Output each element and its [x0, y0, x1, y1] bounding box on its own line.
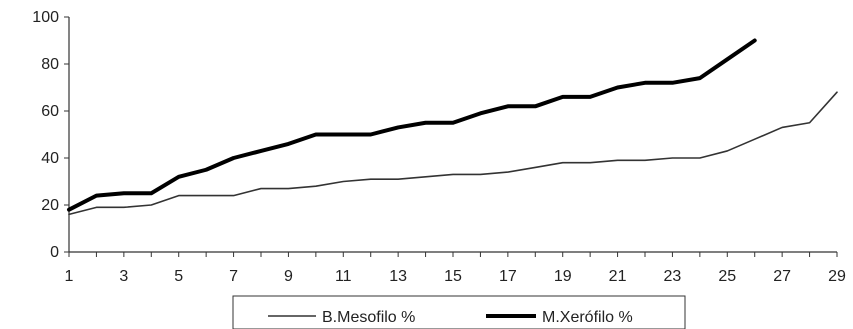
x-tick-label: 27 [773, 268, 791, 285]
x-tick-label: 29 [828, 268, 846, 285]
series-lines [67, 38, 838, 216]
legend-box [232, 295, 686, 329]
x-tick-label: 5 [174, 268, 183, 285]
x-tick-label: 9 [284, 268, 293, 285]
y-tick-label: 20 [41, 197, 59, 214]
x-axis-ticks: 1 3 5 7 9 11 13 15 17 19 21 23 25 27 29 [65, 252, 846, 285]
y-tick-label: 100 [32, 9, 59, 26]
series-line-1 [68, 91, 838, 216]
y-tick-label: 40 [41, 150, 59, 167]
x-tick-label: 17 [499, 268, 517, 285]
y-tick-label: 60 [41, 103, 59, 120]
x-tick-label: 21 [609, 268, 627, 285]
y-tick-label: 0 [50, 244, 59, 261]
x-tick-label: 25 [718, 268, 736, 285]
x-tick-label: 23 [664, 268, 682, 285]
axes [68, 17, 837, 253]
legend: B.Mesofilo % M.Xerófilo % [232, 295, 686, 329]
x-tick-label: 19 [554, 268, 572, 285]
x-tick-label: 11 [335, 268, 352, 285]
y-axis-ticks: 0 20 40 60 80 100 [32, 9, 69, 261]
y-tick-label: 80 [41, 56, 59, 73]
x-tick-label: 1 [65, 268, 74, 285]
x-tick-label: 3 [119, 268, 128, 285]
series-line-2 [67, 38, 757, 212]
x-tick-label: 13 [389, 268, 407, 285]
legend-label: M.Xerófilo % [542, 309, 633, 326]
x-tick-label: 7 [229, 268, 238, 285]
legend-label: B.Mesofilo % [322, 309, 415, 326]
x-tick-label: 15 [444, 268, 462, 285]
